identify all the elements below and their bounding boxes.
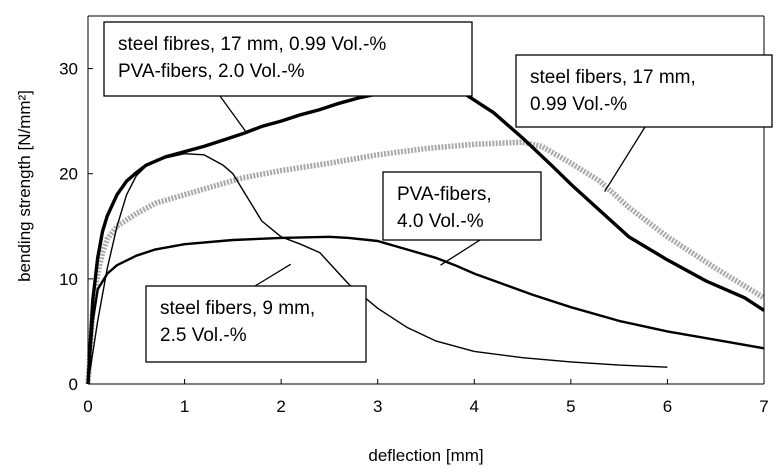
annotation-leader-a1 [219,95,248,135]
annotation-leader-a3 [440,239,481,266]
annotation-leader-a4 [254,263,292,287]
x-tick-label: 7 [759,397,768,416]
x-tick-label: 2 [276,397,285,416]
series-layer [85,89,766,385]
series-line-steel-pva [86,89,765,385]
annotation-box-a3 [382,171,542,241]
y-tick-label: 0 [69,375,78,394]
ticks-layer: 0 1 2 3 4 5 6 7 0 10 20 30 [59,60,769,416]
annotation-layer: steel fibres, 17 mm, 0.99 Vol.-% PVA-fibe… [103,21,773,363]
y-tick-label: 10 [59,270,78,289]
y-axis-title: bending strength [N/mm²] [15,90,34,282]
annotation-box-a2 [515,54,773,128]
x-tick-label: 4 [470,397,479,416]
annotation-text-a2: steel fibers, 17 mm, [530,67,696,88]
y-tick-label: 30 [59,60,78,79]
x-tick-label: 3 [373,397,382,416]
x-tick-label: 5 [566,397,575,416]
series-line-pva-4vol [86,235,765,385]
annotation-text-a1: steel fibres, 17 mm, 0.99 Vol.-% [118,34,386,55]
annotation-box-a4 [145,285,367,363]
annotation-text-a2: 0.99 Vol.-% [530,94,627,115]
annotation-text-a3: 4.0 Vol.-% [397,211,484,232]
x-tick-label: 1 [180,397,189,416]
annotation-box-a1 [103,21,473,97]
annotation-text-a4: 2.5 Vol.-% [160,325,247,346]
x-tick-label: 6 [663,397,672,416]
annotation-text-a3: PVA-fibers, [397,184,492,205]
series-line-steel-9mm [87,153,668,385]
series-line-steel-17mm [85,139,766,385]
annotation-text-a1: PVA-fibers, 2.0 Vol.-% [118,61,305,82]
y-tick-label: 20 [59,165,78,184]
annotation-text-a4: steel fibers, 9 mm, [160,298,315,319]
annotation-leader-a2 [604,126,646,192]
x-tick-label: 0 [83,397,92,416]
x-axis-title: deflection [mm] [368,446,483,465]
